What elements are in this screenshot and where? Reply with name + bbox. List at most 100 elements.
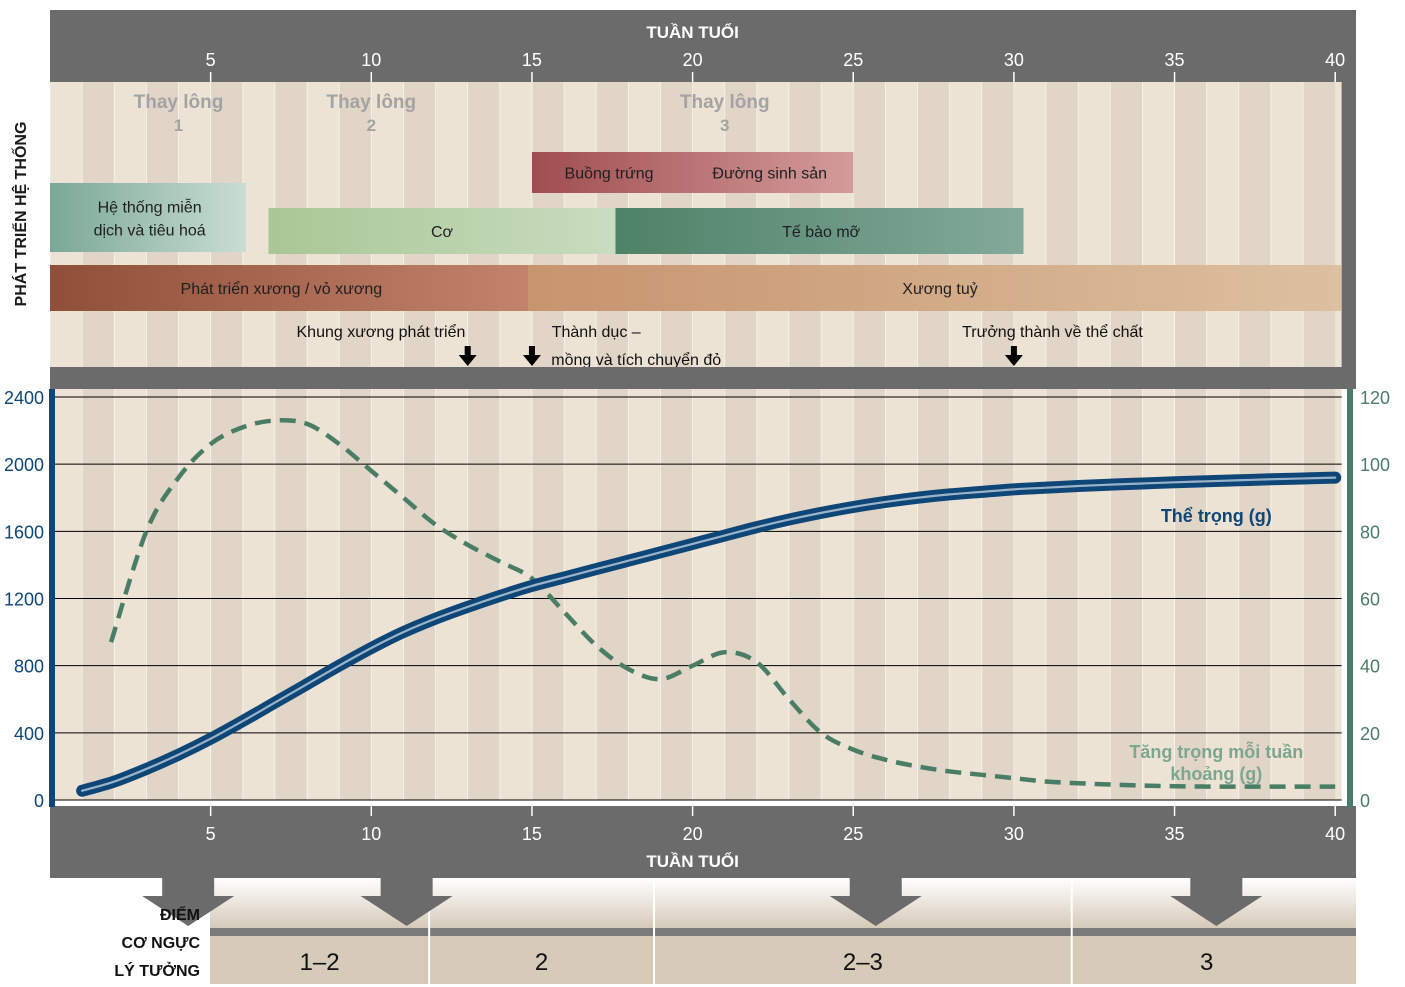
plot-panel-week-stripe <box>371 389 404 800</box>
system-panel-week-stripe <box>1078 82 1111 367</box>
plot-panel-week-stripe <box>531 389 565 800</box>
bottom-tick-label: 25 <box>843 824 863 844</box>
right-tick-label: 0 <box>1360 791 1370 811</box>
plot-panel-week-stripe <box>724 389 757 800</box>
plot-panel-week-stripe <box>853 389 886 800</box>
system-bar-label: Hệ thống miễn <box>98 198 202 217</box>
section-title: PHÁT TRIỂN HỆ THỐNG <box>13 121 30 307</box>
score-label-line: CƠ NGỰC <box>122 935 201 952</box>
right-tick-label: 60 <box>1360 590 1380 610</box>
system-panel-week-stripe <box>1303 82 1336 367</box>
plot-panel-week-stripe <box>564 389 597 800</box>
score-value: 2–3 <box>843 949 883 976</box>
plot-panel-week-stripe <box>1206 389 1239 800</box>
score-value: 1–2 <box>300 949 340 976</box>
left-tick-label: 2000 <box>4 455 44 475</box>
body-weight-line-highlight <box>81 476 1337 792</box>
score-value: 2 <box>535 949 548 976</box>
top-tick-label: 5 <box>206 50 216 70</box>
system-panel-week-stripe <box>1206 82 1239 367</box>
system-bar-label: Tế bào mỡ <box>782 224 861 241</box>
system-panel-week-stripe <box>1046 82 1079 367</box>
system-bar <box>50 265 529 311</box>
plot-panel-week-stripe <box>949 389 982 800</box>
plot-panel-week-stripe <box>339 389 372 800</box>
milestone-label: Trưởng thành về thể chất <box>962 323 1143 341</box>
milestone-label: Thành dục – <box>552 324 641 341</box>
bottom-tick-label: 40 <box>1325 824 1345 844</box>
score-arrow <box>360 878 453 926</box>
score-label-line: ĐIỂM <box>160 905 200 924</box>
bottom-tick-label: 30 <box>1004 824 1024 844</box>
molt-number: 1 <box>174 116 183 135</box>
top-tick-label: 30 <box>1004 50 1024 70</box>
top-tick-label: 15 <box>522 50 542 70</box>
left-tick-label: 0 <box>34 791 44 811</box>
molt-number: 2 <box>367 116 376 135</box>
right-axis-bar <box>1347 389 1353 807</box>
plot-panel-week-stripe <box>885 389 918 800</box>
system-bar <box>528 265 1342 311</box>
plot-panel-week-stripe <box>242 389 275 800</box>
milestone-arrow <box>458 346 477 366</box>
top-tick-label: 40 <box>1325 50 1345 70</box>
plot-panel-week-stripe <box>917 389 950 800</box>
score-arrow <box>1170 878 1263 926</box>
weekly-gain-label: Tăng trọng mỗi tuần <box>1129 741 1303 762</box>
body-weight-label: Thể trọng (g) <box>1161 506 1272 526</box>
score-arrow <box>829 878 922 926</box>
molt-label: Thay lông <box>134 92 224 113</box>
plot-panel-week-stripe <box>788 389 822 800</box>
left-tick-label: 2400 <box>4 388 44 408</box>
top-tick-label: 20 <box>683 50 703 70</box>
right-tick-label: 20 <box>1360 724 1380 744</box>
plot-panel-week-stripe <box>660 389 693 800</box>
bottom-tick-label: 5 <box>206 824 216 844</box>
weekly-gain-label: khoảng (g) <box>1170 764 1262 784</box>
plot-panel-week-stripe <box>1174 389 1207 800</box>
system-panel-week-stripe <box>1110 82 1143 367</box>
plot-panel-week-stripe <box>114 389 147 800</box>
plot-panel-week-stripe <box>1046 389 1079 800</box>
bottom-tick-label: 20 <box>683 824 703 844</box>
plot-panel-week-stripe <box>1078 389 1111 800</box>
milestone-label: Khung xương phát triển <box>297 323 466 341</box>
plot-panel-week-stripe <box>435 389 468 800</box>
plot-panel-week-stripe <box>146 389 179 800</box>
system-bar <box>268 208 616 254</box>
bottom-tick-label: 35 <box>1165 824 1185 844</box>
plot-panel-week-stripe <box>403 389 436 800</box>
system-bar <box>615 208 1024 254</box>
molt-label: Thay lông <box>326 92 416 113</box>
right-tick-label: 120 <box>1360 388 1390 408</box>
weekly-gain-line <box>108 417 1336 789</box>
plot-panel-week-stripe <box>596 389 629 800</box>
plot-panel-week-stripe <box>1303 389 1336 800</box>
system-panel-week-stripe <box>1270 82 1304 367</box>
plot-panel-week-stripe <box>82 389 115 800</box>
system-bar <box>50 183 246 252</box>
left-tick-label: 400 <box>14 724 44 744</box>
system-bar-label: Buồng trứng <box>565 166 654 183</box>
score-row-band <box>210 936 1356 984</box>
plot-panel-week-stripe <box>50 389 83 800</box>
system-bar-label: Phát triển xương / vỏ xương <box>181 280 383 298</box>
plot-panel-week-stripe <box>307 389 340 800</box>
plot-panel-week-stripe <box>1270 389 1304 800</box>
left-tick-label: 1200 <box>4 590 44 610</box>
system-panel-week-stripe <box>1142 82 1175 367</box>
bottom-frame <box>50 806 1356 878</box>
plot-panel-week-stripe <box>1142 389 1175 800</box>
milestone-label: mồng và tích chuyển đỏ <box>551 351 721 369</box>
system-panel-week-stripe <box>1174 82 1207 367</box>
top-tick-label: 25 <box>843 50 863 70</box>
left-tick-label: 1600 <box>4 522 44 542</box>
plot-panel-week-stripe <box>628 389 661 800</box>
molt-number: 3 <box>720 116 729 135</box>
milestone-arrow <box>522 346 541 366</box>
plot-panel-week-stripe <box>981 389 1014 800</box>
plot-panel-week-stripe <box>1110 389 1143 800</box>
molt-label: Thay lông <box>680 92 770 113</box>
score-arrow <box>142 878 235 926</box>
